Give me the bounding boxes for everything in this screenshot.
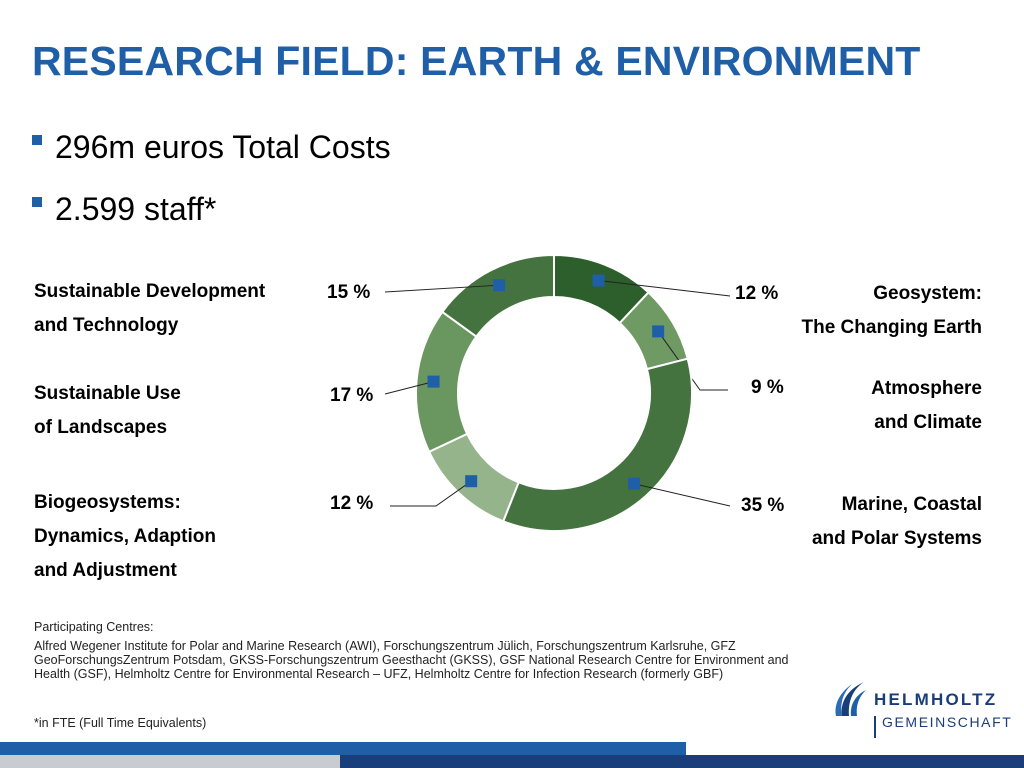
bottom-decoration-bar [0, 742, 1024, 768]
donut-slice-sustainable-development [440, 253, 555, 338]
slice-marker-atmosphere [652, 325, 665, 338]
participating-centres-text: Alfred Wegener Institute for Polar and M… [34, 639, 789, 681]
bottom-bar-navy [340, 755, 1024, 768]
fte-footnote: *in FTE (Full Time Equivalents) [34, 716, 207, 730]
label-line: Marine, Coastal [841, 494, 982, 515]
label-line: Atmosphere [871, 378, 982, 399]
bottom-bar-grey [0, 755, 340, 768]
leader-line-atmosphere [657, 331, 728, 391]
bullet-text: 296m euros Total Costs [55, 129, 391, 165]
helmholtz-logo-icon [835, 682, 866, 716]
slice-label-sustainable-use: Sustainable Use of Landscapes [34, 377, 181, 445]
label-line: and Polar Systems [811, 528, 982, 549]
bullet-square-icon [32, 197, 42, 207]
value-label-marine: 35 % [741, 495, 785, 516]
value-label-sustainable-use: 17 % [330, 385, 374, 406]
label-line: Geosystem: [873, 283, 982, 304]
slice-label-atmosphere: Atmosphere and Climate [871, 372, 982, 440]
slice-marker-biogeosystems [465, 475, 478, 488]
value-label-atmosphere: 9 % [751, 377, 784, 398]
logo-divider [874, 716, 876, 738]
donut-slice-sustainable-use [415, 310, 478, 454]
helmholtz-logo: HELMHOLTZ GEMEINSCHAFT [834, 676, 1011, 738]
value-label-biogeosystems: 12 % [330, 493, 374, 514]
label-line: and Adjustment [34, 560, 177, 581]
slice-label-marine: Marine, Coastal and Polar Systems [812, 488, 982, 556]
label-line: The Changing Earth [801, 317, 983, 338]
leader-line-biogeosystems [390, 480, 472, 507]
value-label-sustainable-development: 15 % [327, 282, 371, 303]
label-line: Biogeosystems: [34, 492, 181, 513]
value-label-geosystem: 12 % [735, 283, 779, 304]
label-line: and Technology [34, 315, 179, 336]
donut-slice-marine [501, 357, 693, 532]
leader-line-geosystem [598, 280, 731, 297]
slice-marker-sustainable-use [427, 375, 440, 388]
label-line: Sustainable Use [34, 383, 181, 404]
label-line: and Climate [874, 412, 982, 433]
slice-label-sustainable-development: Sustainable Development and Technology [34, 275, 265, 343]
leader-line-sustainable-development [384, 284, 500, 293]
logo-text-helmholtz: HELMHOLTZ [874, 690, 998, 709]
slice-marker-marine [628, 477, 641, 490]
label-line: Sustainable Development [34, 281, 266, 302]
bottom-bar-blue [0, 742, 686, 755]
leader-line-sustainable-use [384, 381, 434, 395]
slice-marker-geosystem [592, 274, 605, 287]
label-line: Dynamics, Adaption [34, 526, 216, 547]
bullet-staff: 2.599 staff* [32, 191, 216, 228]
slice-label-geosystem: Geosystem: The Changing Earth [802, 277, 983, 345]
slice-label-biogeosystems: Biogeosystems: Dynamics, Adaption and Ad… [34, 486, 216, 588]
bullet-square-icon [32, 135, 42, 145]
slice-marker-sustainable-development [493, 279, 506, 292]
bullet-total-costs: 296m euros Total Costs [32, 129, 391, 166]
bullet-text: 2.599 staff* [55, 191, 217, 227]
participating-heading: Participating Centres: [34, 620, 154, 634]
logo-text-gemeinschaft: GEMEINSCHAFT [882, 714, 1013, 730]
leader-line-marine [633, 483, 731, 507]
label-line: of Landscapes [34, 417, 168, 438]
slide-title: RESEARCH FIELD: EARTH & ENVIRONMENT [32, 38, 921, 84]
